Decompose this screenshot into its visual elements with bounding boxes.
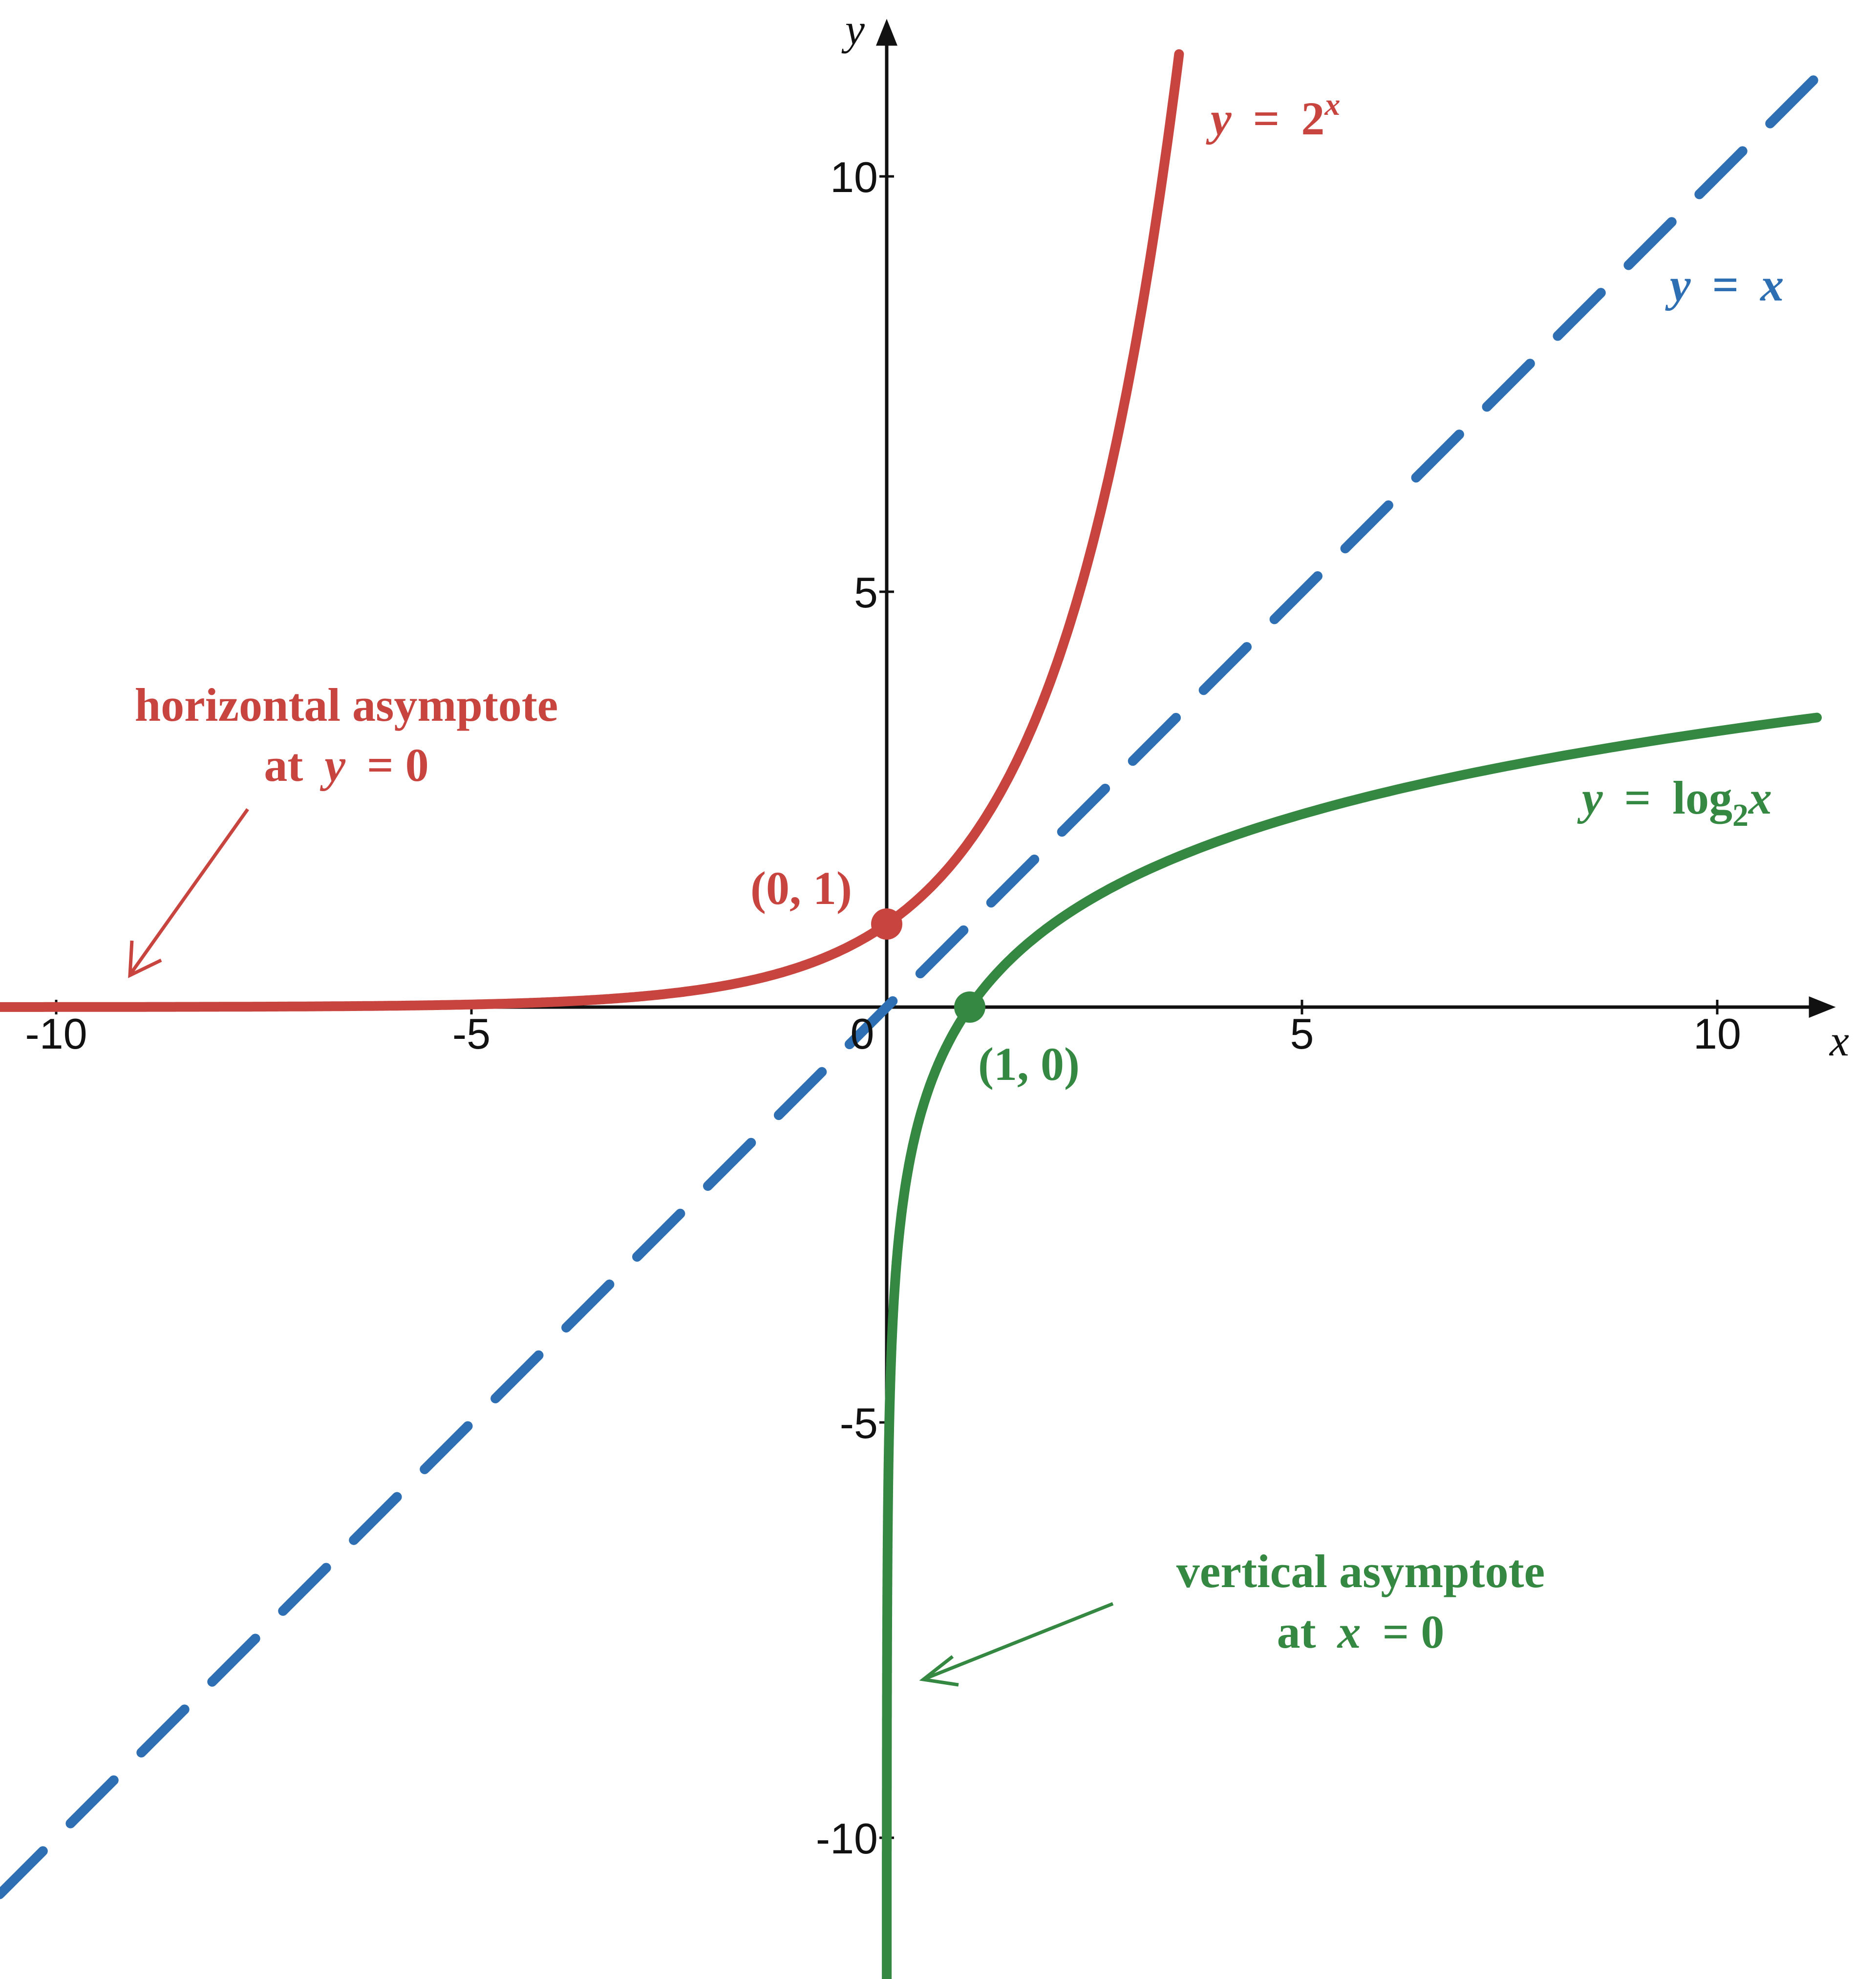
axes: [0, 19, 1836, 1979]
annotation-horizontal-arrow: [128, 808, 249, 978]
x-axis-label: x: [1829, 1017, 1849, 1065]
annotation-vertical-arrow: [919, 1602, 1114, 1687]
x-tick-label: 10: [1693, 1010, 1741, 1058]
y-tick-label: -10: [816, 1814, 878, 1863]
series-label-identity: y = x: [1665, 258, 1784, 311]
y-axis-label: y: [841, 5, 865, 54]
x-tick-label: 5: [1290, 1010, 1314, 1058]
y-tick-label: 10: [830, 153, 878, 201]
y-tick-label: -5: [840, 1399, 878, 1447]
data-point: [954, 991, 985, 1023]
y-tick-label: 5: [854, 568, 878, 617]
annotation-vertical-line1: vertical asymptote: [1176, 1545, 1545, 1597]
series-line-identity: [0, 72, 1822, 1899]
x-axis-arrowhead: [1809, 996, 1836, 1018]
series-label-log: y = log2x: [1577, 772, 1772, 833]
data-point: [871, 908, 902, 940]
curves: [0, 49, 1822, 1979]
annotation-horizontal-line1: horizontal asymptote: [135, 679, 558, 731]
y-axis-arrowhead: [876, 19, 897, 46]
x-tick-label: -5: [452, 1010, 490, 1058]
annotation-vertical-line2: at x = 0: [1277, 1606, 1445, 1658]
annotation-horizontal-line2: at y = 0: [264, 739, 428, 791]
x-tick-label: 0: [851, 1010, 874, 1058]
x-tick-label: -10: [25, 1010, 87, 1058]
tick-labels: -10 -5 0 5 10 10 5 -5 -10: [25, 153, 1741, 1863]
series-line-log2: [882, 712, 1822, 1979]
point-label-0-1: (0, 1): [750, 862, 852, 914]
series-line-exp2: [0, 49, 1184, 1012]
series-label-exp: y = 2x: [1206, 87, 1340, 145]
point-label-1-0: (1, 0): [978, 1038, 1080, 1090]
